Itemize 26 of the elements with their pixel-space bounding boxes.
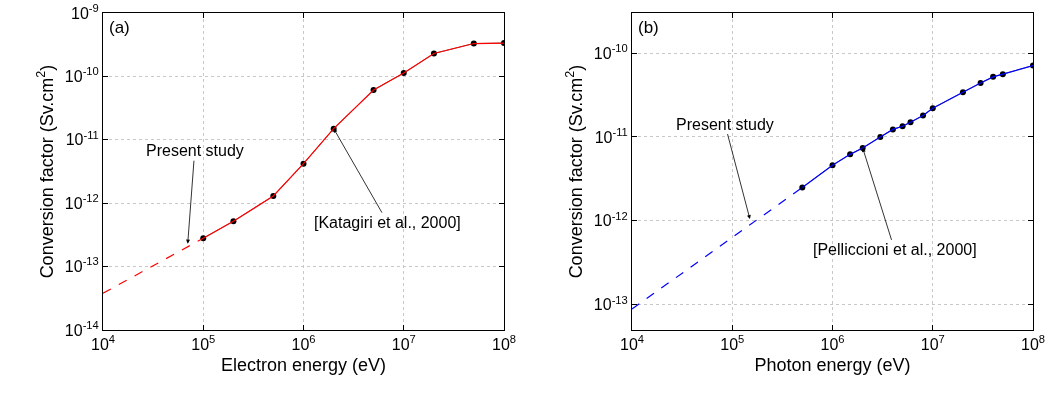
- x-tick-label: 10$^{4}$: [619, 333, 645, 354]
- y-tick-label: 10$^{-9}$: [71, 1, 99, 22]
- x-tick-label: 10$^{5}$: [720, 333, 745, 354]
- y-tick-label: 10$^{-11}$: [594, 125, 628, 146]
- x-tick-label: 10$^{5}$: [191, 333, 216, 354]
- annotation: (b): [638, 18, 659, 37]
- y-tick-label: 10$^{-10}$: [64, 65, 99, 85]
- x-tick-label: 10$^{8}$: [491, 333, 517, 354]
- annotation: [Pelliccioni et al., 2000]: [813, 241, 977, 258]
- x-axis-title: Electron energy (eV): [220, 355, 387, 376]
- x-tick-label: 10$^{7}$: [920, 333, 945, 354]
- annotation: [Katagiri et al., 2000]: [314, 214, 461, 231]
- x-tick-label: 10$^{8}$: [1020, 333, 1046, 354]
- x-tick-label: 10$^{7}$: [391, 333, 416, 354]
- annotation: Present study: [146, 142, 244, 159]
- y-tick-label: 10$^{-11}$: [65, 128, 99, 149]
- annotation: (a): [109, 18, 130, 37]
- x-tick-label: 10$^{6}$: [820, 333, 845, 354]
- y-tick-label: 10$^{-12}$: [593, 209, 628, 230]
- annotation: Present study: [676, 116, 774, 133]
- y-tick-label: 10$^{-10}$: [593, 41, 628, 62]
- x-tick-label: 10$^{6}$: [291, 333, 316, 354]
- y-tick-label: 10$^{-13}$: [593, 293, 628, 314]
- y-tick-label: 10$^{-12}$: [64, 192, 99, 212]
- x-axis-title: Photon energy (eV): [754, 355, 911, 376]
- y-tick-label: 10$^{-13}$: [64, 255, 99, 276]
